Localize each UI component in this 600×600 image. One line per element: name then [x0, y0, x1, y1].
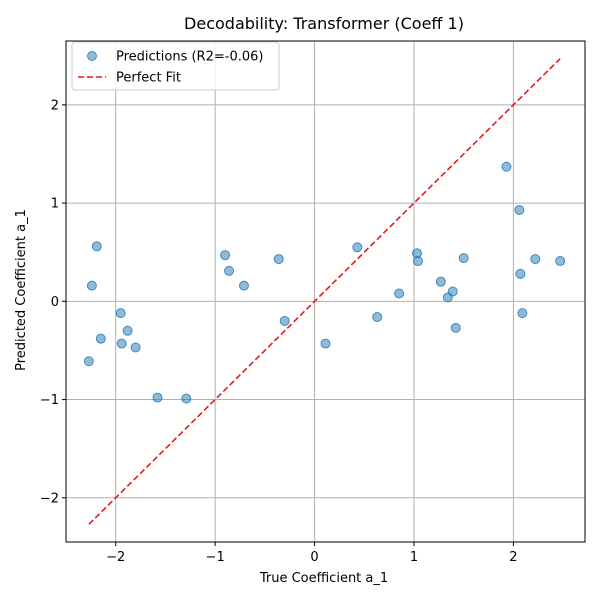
y-axis-label: Predicted Coefficient a_1 [14, 209, 29, 371]
legend: Predictions (R2=-0.06) Perfect Fit [71, 41, 280, 91]
x-axis-ticks: −2 −1 0 1 2 [106, 542, 518, 565]
scatter-point [515, 268, 526, 279]
legend-label-perfect-fit: Perfect Fit [116, 71, 181, 86]
perfect-fit-line [88, 58, 561, 525]
scatter-point [279, 315, 290, 326]
data-points [83, 161, 566, 404]
scatter-point [122, 325, 133, 336]
scatter-point [394, 288, 405, 299]
scatter-point [447, 286, 458, 297]
scatter-point [435, 276, 446, 287]
x-axis-label: True Coefficient a_1 [259, 571, 388, 586]
scatter-point [320, 338, 331, 349]
scatter-point [352, 242, 363, 253]
legend-box [71, 41, 280, 91]
plot-frame [65, 40, 586, 543]
legend-scatter-marker [87, 51, 97, 61]
scatter-point [530, 254, 541, 265]
scatter-point [130, 342, 141, 353]
scatter-point [238, 280, 249, 291]
scatter-point [220, 250, 231, 261]
scatter-point [116, 338, 127, 349]
scatter-point [95, 333, 106, 344]
scatter-point [83, 356, 94, 367]
x-tick-label: 1 [410, 550, 418, 565]
x-tick-label: −2 [106, 550, 125, 565]
y-axis-ticks: −2 −1 0 1 2 [40, 98, 66, 506]
scatter-point [181, 393, 192, 404]
grid-lines [66, 41, 585, 542]
y-tick-label: −2 [40, 491, 59, 506]
y-tick-label: 2 [51, 98, 59, 113]
scatter-point [517, 308, 528, 319]
perfect-fit-layer [88, 58, 561, 525]
scatter-point [501, 161, 512, 172]
x-tick-label: 2 [509, 550, 517, 565]
legend-label-predictions: Predictions (R2=-0.06) [116, 50, 263, 65]
x-tick-label: −1 [206, 550, 225, 565]
y-tick-label: 1 [51, 197, 59, 212]
chart-title: Decodability: Transformer (Coeff 1) [184, 14, 464, 33]
scatter-point [273, 254, 284, 265]
scatter-point [555, 256, 566, 267]
scatter-point [115, 308, 126, 319]
scatter-point [86, 280, 97, 291]
scatter-point [152, 392, 163, 403]
y-tick-label: 0 [51, 295, 59, 310]
scatter-point [91, 241, 102, 252]
scatter-point [450, 322, 461, 333]
scatter-point [412, 256, 423, 267]
y-tick-label: −1 [40, 393, 59, 408]
x-tick-label: 0 [310, 550, 318, 565]
scatter-point [458, 253, 469, 264]
scatter-point [514, 204, 525, 215]
scatter-point [372, 312, 383, 323]
scatter-point [224, 265, 235, 276]
